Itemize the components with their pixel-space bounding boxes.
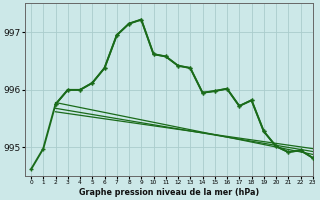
X-axis label: Graphe pression niveau de la mer (hPa): Graphe pression niveau de la mer (hPa) [79,188,259,197]
